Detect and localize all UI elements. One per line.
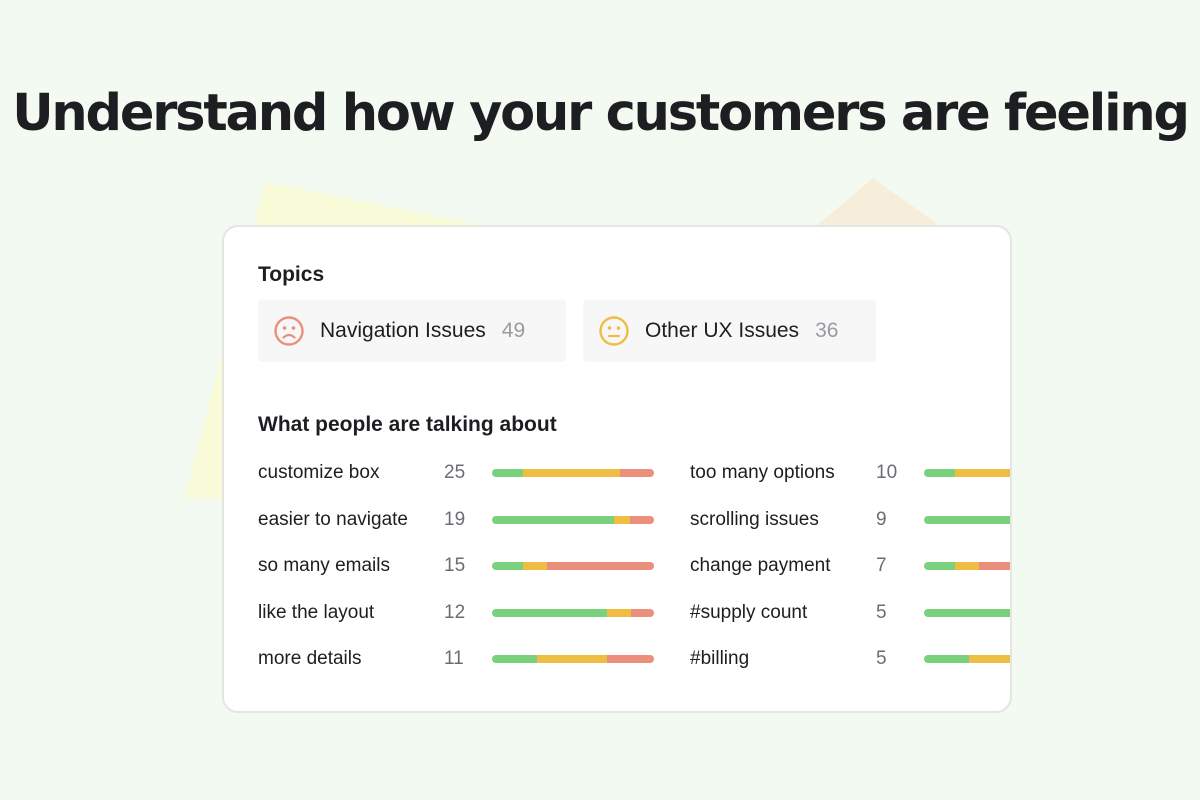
topics-title: Topics bbox=[258, 263, 325, 286]
phrase-row[interactable]: like the layout 12 bbox=[258, 601, 654, 625]
positive-segment bbox=[492, 469, 523, 477]
topic-chip-other-ux-issues[interactable]: Other UX Issues 36 bbox=[583, 300, 876, 362]
sentiment-bar bbox=[492, 469, 654, 477]
phrase-count: 10 bbox=[876, 462, 898, 483]
neutral-segment bbox=[954, 469, 1010, 477]
phrase-row[interactable]: easier to navigate 19 bbox=[258, 508, 654, 532]
neutral-segment bbox=[522, 562, 548, 570]
phrase-row[interactable]: #supply count 5 bbox=[690, 601, 1010, 625]
phrase-count: 9 bbox=[876, 508, 887, 530]
topic-chip-count: 49 bbox=[501, 319, 526, 342]
phrase-row[interactable]: #billing 5 bbox=[690, 647, 1010, 671]
topic-chip-label: Other UX Issues bbox=[645, 319, 800, 342]
sentiment-bar bbox=[492, 655, 654, 663]
phrase-row[interactable]: change payment 7 bbox=[690, 554, 1010, 578]
neutral-segment bbox=[613, 515, 630, 524]
phrase-count: 5 bbox=[876, 648, 887, 669]
phrase-count: 19 bbox=[444, 508, 466, 530]
neutral-segment bbox=[607, 608, 632, 617]
phrase-row[interactable]: scrolling issues 9 bbox=[690, 508, 1010, 532]
positive-segment bbox=[492, 608, 608, 617]
phrase-row[interactable]: so many emails 15 bbox=[258, 554, 654, 578]
sentiment-bar bbox=[924, 608, 1010, 617]
phrase-count: 12 bbox=[444, 601, 466, 623]
sentiment-bar bbox=[492, 608, 654, 617]
sentiment-bar bbox=[492, 562, 654, 570]
neutral-segment bbox=[522, 469, 620, 477]
phrase-label: too many options bbox=[690, 462, 835, 483]
phrase-label: scrolling issues bbox=[690, 508, 819, 530]
talking-about-title: What people are talking about bbox=[258, 413, 557, 436]
negative-segment bbox=[629, 515, 654, 524]
page-headline: Understand how your customers are feelin… bbox=[12, 84, 1190, 143]
phrase-label: change payment bbox=[690, 555, 831, 576]
neutral-face-icon bbox=[599, 316, 629, 346]
positive-segment bbox=[492, 562, 523, 570]
phrase-count: 7 bbox=[876, 555, 887, 576]
feedback-card: Topics Navigation Issues 49 Other UX Iss… bbox=[222, 225, 1012, 713]
sentiment-bar bbox=[924, 562, 1010, 570]
positive-segment bbox=[924, 562, 955, 570]
phrase-count: 15 bbox=[444, 555, 466, 576]
negative-segment bbox=[979, 562, 1010, 570]
neutral-segment bbox=[954, 562, 980, 570]
neutral-segment bbox=[537, 655, 608, 663]
topic-chip-label: Navigation Issues bbox=[320, 319, 486, 342]
positive-segment bbox=[924, 469, 955, 477]
frown-face-icon bbox=[274, 316, 304, 346]
phrase-label: #billing bbox=[690, 648, 750, 669]
phrase-label: more details bbox=[258, 648, 362, 669]
phrase-row[interactable]: too many options 10 bbox=[690, 461, 1010, 485]
phrase-count: 25 bbox=[444, 462, 466, 483]
phrase-label: #supply count bbox=[690, 601, 808, 623]
sentiment-bar bbox=[924, 515, 1010, 524]
sentiment-bar bbox=[492, 515, 654, 524]
negative-segment bbox=[619, 469, 654, 477]
phrase-label: customize box bbox=[258, 462, 380, 483]
phrase-label: easier to navigate bbox=[258, 508, 408, 530]
negative-segment bbox=[547, 562, 654, 570]
positive-segment bbox=[924, 608, 1010, 617]
positive-segment bbox=[492, 515, 614, 524]
positive-segment bbox=[924, 655, 970, 663]
negative-segment bbox=[631, 608, 654, 617]
phrase-count: 11 bbox=[444, 648, 464, 669]
topic-chip-navigation-issues[interactable]: Navigation Issues 49 bbox=[258, 300, 566, 362]
phrase-label: like the layout bbox=[258, 601, 375, 623]
positive-segment bbox=[924, 515, 1010, 524]
topic-chip-count: 36 bbox=[815, 319, 839, 342]
phrase-count: 5 bbox=[876, 601, 887, 623]
negative-segment bbox=[607, 655, 654, 663]
phrase-row[interactable]: more details 11 bbox=[258, 647, 654, 671]
sentiment-bar bbox=[924, 469, 1010, 477]
positive-segment bbox=[492, 655, 538, 663]
phrase-label: so many emails bbox=[258, 555, 390, 576]
neutral-segment bbox=[969, 655, 1010, 663]
phrase-row[interactable]: customize box 25 bbox=[258, 461, 654, 485]
sentiment-bar bbox=[924, 655, 1010, 663]
